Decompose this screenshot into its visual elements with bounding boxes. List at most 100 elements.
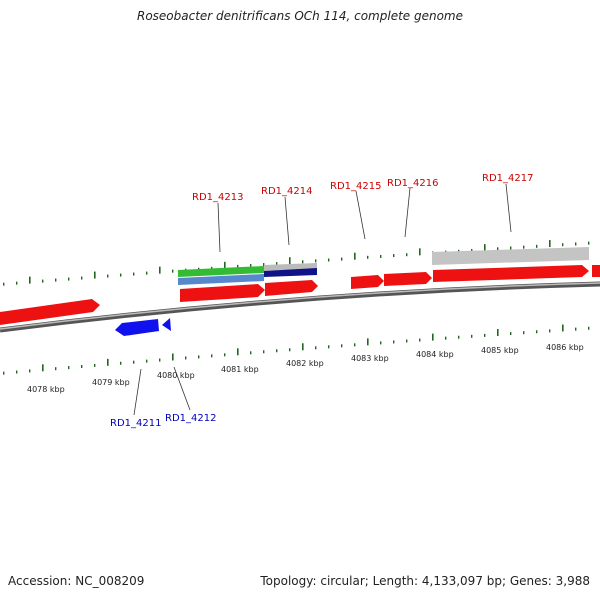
minor-tick bbox=[367, 255, 369, 259]
minor-tick bbox=[211, 354, 213, 358]
major-tick bbox=[159, 266, 161, 274]
minor-tick bbox=[81, 365, 83, 369]
minor-tick bbox=[575, 242, 577, 246]
genome-summary: Topology: circular; Length: 4,133,097 bp… bbox=[260, 574, 590, 588]
gene-label-rd1-4211[interactable]: RD1_4211 bbox=[110, 418, 161, 429]
minor-tick bbox=[198, 355, 200, 359]
feature-bar-gray-long[interactable] bbox=[432, 247, 589, 265]
minor-tick bbox=[315, 346, 317, 350]
minor-tick bbox=[302, 260, 304, 264]
gene-rd1-4214[interactable] bbox=[265, 280, 318, 296]
major-tick bbox=[29, 276, 31, 284]
minor-tick bbox=[159, 358, 161, 362]
minor-tick bbox=[224, 353, 226, 357]
minor-tick bbox=[497, 247, 499, 251]
minor-tick bbox=[393, 340, 395, 344]
major-tick bbox=[497, 328, 499, 336]
major-tick bbox=[432, 333, 434, 341]
major-tick bbox=[367, 338, 369, 346]
minor-tick bbox=[55, 367, 57, 371]
map-title: Roseobacter denitrificans OCh 114, compl… bbox=[136, 9, 463, 23]
scale-label-4081: 4081 kbp bbox=[221, 365, 259, 374]
accession-label: Accession: NC_008209 bbox=[8, 574, 145, 588]
minor-tick bbox=[16, 370, 18, 374]
gene-label-rd1-4214[interactable]: RD1_4214 bbox=[261, 186, 312, 197]
gene-label-rd1-4217[interactable]: RD1_4217 bbox=[482, 173, 533, 184]
minor-tick bbox=[484, 333, 486, 337]
gene-rd1-4218[interactable] bbox=[592, 265, 600, 277]
minor-tick bbox=[510, 246, 512, 250]
major-tick bbox=[42, 364, 44, 372]
gene-rd1-4213[interactable] bbox=[180, 284, 265, 302]
gene-label-rd1-4212[interactable]: RD1_4212 bbox=[165, 413, 216, 424]
major-tick bbox=[419, 248, 421, 256]
minor-tick bbox=[588, 241, 590, 245]
feature-bar-navy[interactable] bbox=[264, 268, 317, 277]
scale-label-4086: 4086 kbp bbox=[546, 343, 584, 352]
minor-tick bbox=[120, 273, 122, 277]
gene-rd1-4211[interactable] bbox=[115, 319, 159, 336]
minor-tick bbox=[3, 371, 5, 375]
minor-tick bbox=[211, 266, 213, 270]
minor-tick bbox=[458, 335, 460, 339]
scale-label-4085: 4085 kbp bbox=[481, 346, 519, 355]
minor-tick bbox=[263, 263, 265, 267]
major-tick bbox=[172, 353, 174, 361]
scale-label-4080: 4080 kbp bbox=[157, 371, 195, 380]
minor-tick bbox=[185, 356, 187, 360]
feature-bar-steelblue[interactable] bbox=[178, 274, 264, 285]
major-tick bbox=[302, 343, 304, 351]
gene-rd1-4212[interactable] bbox=[162, 318, 171, 331]
minor-tick bbox=[250, 263, 252, 267]
minor-tick bbox=[68, 366, 70, 370]
minor-tick bbox=[393, 254, 395, 258]
minor-tick bbox=[341, 257, 343, 261]
gene-rd1-4210[interactable] bbox=[0, 299, 100, 325]
minor-tick bbox=[237, 264, 239, 268]
minor-tick bbox=[133, 360, 135, 364]
minor-tick bbox=[81, 276, 83, 280]
gene-label-rd1-4216[interactable]: RD1_4216 bbox=[387, 178, 438, 189]
gene-label-rd1-4215[interactable]: RD1_4215 bbox=[330, 181, 381, 192]
minor-tick bbox=[133, 272, 135, 276]
minor-tick bbox=[276, 349, 278, 353]
minor-tick bbox=[406, 339, 408, 343]
minor-tick bbox=[380, 254, 382, 258]
minor-tick bbox=[146, 359, 148, 363]
minor-tick bbox=[523, 331, 525, 335]
minor-tick bbox=[120, 361, 122, 365]
minor-tick bbox=[510, 332, 512, 336]
minor-tick bbox=[536, 244, 538, 248]
minor-tick bbox=[328, 345, 330, 349]
minor-tick bbox=[250, 351, 252, 355]
major-tick bbox=[237, 348, 239, 356]
minor-tick bbox=[172, 269, 174, 273]
major-tick bbox=[224, 261, 226, 269]
minor-tick bbox=[3, 282, 5, 286]
gene-rd1-4217[interactable] bbox=[433, 265, 589, 282]
minor-tick bbox=[380, 341, 382, 345]
genome-backbone bbox=[0, 281, 600, 333]
major-tick bbox=[484, 244, 486, 252]
minor-tick bbox=[94, 363, 96, 367]
minor-tick bbox=[471, 248, 473, 252]
minor-tick bbox=[523, 245, 525, 249]
minor-tick bbox=[575, 327, 577, 331]
major-tick bbox=[549, 240, 551, 248]
minor-tick bbox=[471, 334, 473, 338]
minor-tick bbox=[328, 258, 330, 262]
gene-rd1-4216[interactable] bbox=[384, 272, 432, 286]
minor-tick bbox=[562, 243, 564, 247]
feature-bar-green[interactable] bbox=[178, 266, 264, 277]
gene-rd1-4215[interactable] bbox=[351, 275, 384, 289]
major-tick bbox=[289, 257, 291, 265]
inner-tick-row bbox=[3, 324, 590, 375]
major-tick bbox=[354, 252, 356, 260]
scale-label-4083: 4083 kbp bbox=[351, 354, 389, 363]
gene-label-rd1-4213[interactable]: RD1_4213 bbox=[192, 192, 243, 203]
minor-tick bbox=[107, 274, 109, 278]
major-tick bbox=[562, 324, 564, 332]
scale-label-4078: 4078 kbp bbox=[27, 385, 65, 394]
